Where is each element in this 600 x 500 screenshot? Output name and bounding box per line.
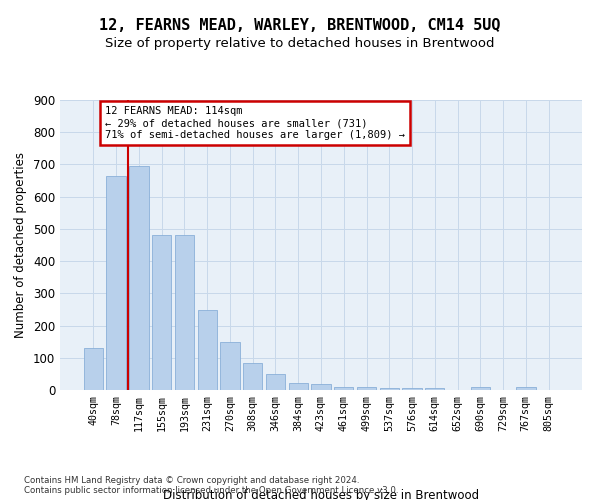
Bar: [106, 176, 126, 390]
Bar: [197, 310, 217, 390]
Bar: [403, 388, 422, 390]
Bar: [357, 388, 376, 390]
Text: Size of property relative to detached houses in Brentwood: Size of property relative to detached ho…: [105, 38, 495, 51]
Bar: [129, 166, 149, 390]
Bar: [266, 374, 285, 390]
Bar: [311, 384, 331, 390]
Bar: [175, 236, 194, 390]
Y-axis label: Number of detached properties: Number of detached properties: [14, 152, 28, 338]
Text: Contains HM Land Registry data © Crown copyright and database right 2024.
Contai: Contains HM Land Registry data © Crown c…: [24, 476, 398, 495]
Bar: [220, 342, 239, 390]
Bar: [380, 388, 399, 390]
Bar: [84, 348, 103, 390]
Bar: [334, 387, 353, 390]
Bar: [516, 388, 536, 390]
Text: 12 FEARNS MEAD: 114sqm
← 29% of detached houses are smaller (731)
71% of semi-de: 12 FEARNS MEAD: 114sqm ← 29% of detached…: [105, 106, 405, 140]
Bar: [470, 388, 490, 390]
Bar: [152, 236, 172, 390]
Bar: [289, 383, 308, 390]
Text: 12, FEARNS MEAD, WARLEY, BRENTWOOD, CM14 5UQ: 12, FEARNS MEAD, WARLEY, BRENTWOOD, CM14…: [99, 18, 501, 32]
Bar: [425, 388, 445, 390]
X-axis label: Distribution of detached houses by size in Brentwood: Distribution of detached houses by size …: [163, 489, 479, 500]
Bar: [243, 364, 262, 390]
